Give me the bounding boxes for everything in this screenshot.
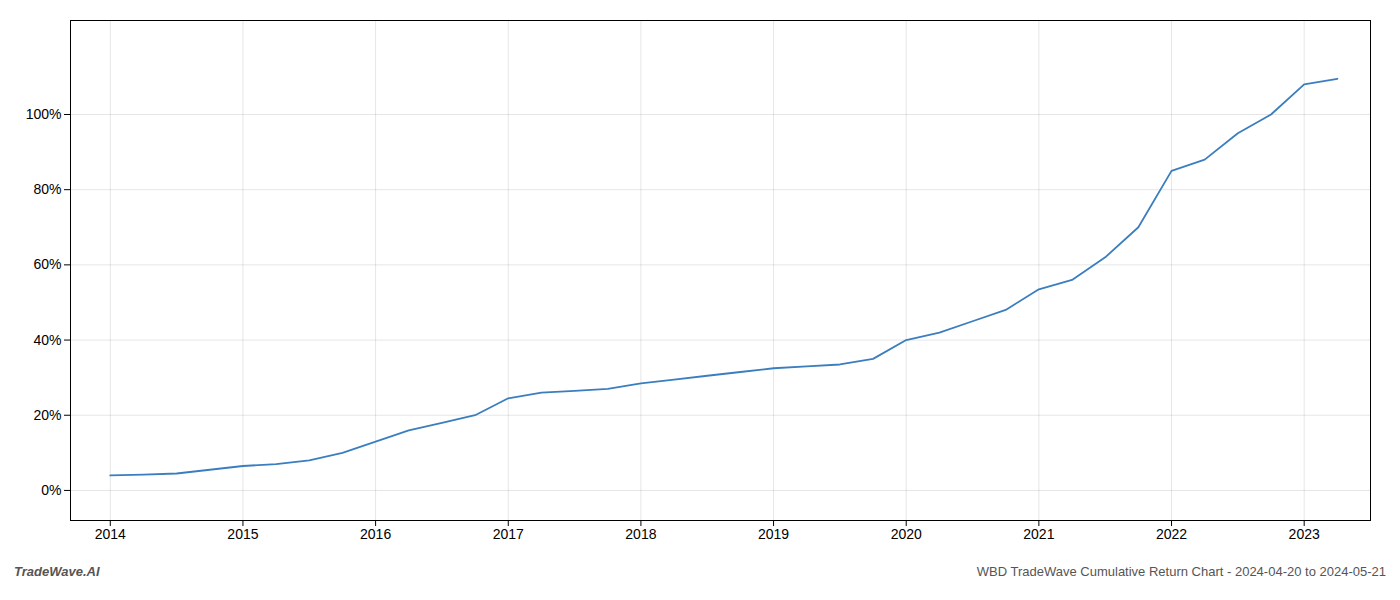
html-text:TradeWave.AI: TradeWave.AI bbox=[14, 564, 100, 579]
svg-text:2017: 2017 bbox=[493, 526, 524, 542]
svg-text:100%: 100% bbox=[26, 106, 62, 122]
svg-text:2015: 2015 bbox=[227, 526, 258, 542]
svg-text:2018: 2018 bbox=[625, 526, 656, 542]
svg-text:2019: 2019 bbox=[758, 526, 789, 542]
svg-text:0%: 0% bbox=[41, 482, 61, 498]
svg-text:2023: 2023 bbox=[1289, 526, 1320, 542]
svg-text:2021: 2021 bbox=[1023, 526, 1054, 542]
svg-text:80%: 80% bbox=[33, 181, 61, 197]
svg-text:40%: 40% bbox=[33, 332, 61, 348]
html-text:WBD TradeWave Cumulative Retur: WBD TradeWave Cumulative Return Chart - … bbox=[976, 564, 1386, 579]
svg-text:2022: 2022 bbox=[1156, 526, 1187, 542]
svg-text:2014: 2014 bbox=[95, 526, 126, 542]
svg-text:2020: 2020 bbox=[891, 526, 922, 542]
svg-text:20%: 20% bbox=[33, 407, 61, 423]
svg-text:2016: 2016 bbox=[360, 526, 391, 542]
svg-text:60%: 60% bbox=[33, 256, 61, 272]
